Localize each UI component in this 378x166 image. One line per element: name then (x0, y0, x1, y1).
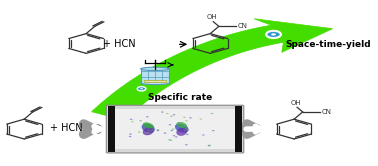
Circle shape (172, 128, 175, 130)
Circle shape (151, 130, 153, 131)
Circle shape (185, 144, 188, 145)
Circle shape (208, 145, 210, 146)
Circle shape (173, 135, 175, 136)
Circle shape (173, 114, 175, 115)
Circle shape (200, 118, 202, 120)
Circle shape (137, 87, 146, 91)
Ellipse shape (141, 81, 169, 85)
Bar (141, 69, 169, 83)
Circle shape (185, 120, 188, 122)
Circle shape (208, 145, 211, 146)
Circle shape (184, 129, 186, 131)
Ellipse shape (142, 124, 155, 132)
Circle shape (185, 128, 187, 130)
Circle shape (170, 130, 173, 131)
Text: CN: CN (321, 109, 332, 115)
Ellipse shape (143, 128, 153, 135)
FancyBboxPatch shape (106, 105, 244, 153)
Ellipse shape (177, 128, 187, 135)
Text: + HCN: + HCN (50, 123, 82, 133)
Circle shape (130, 119, 132, 120)
Circle shape (139, 120, 142, 121)
Circle shape (271, 33, 276, 36)
Ellipse shape (175, 124, 188, 132)
Ellipse shape (143, 123, 153, 128)
Circle shape (156, 130, 159, 131)
Text: CN: CN (237, 23, 248, 29)
Circle shape (211, 113, 214, 114)
Circle shape (202, 134, 204, 136)
Text: OH: OH (207, 14, 218, 20)
Circle shape (168, 139, 171, 140)
Circle shape (138, 131, 141, 133)
Circle shape (189, 117, 192, 119)
Circle shape (129, 133, 132, 135)
Circle shape (212, 130, 215, 131)
Text: OH: OH (291, 100, 301, 106)
Circle shape (147, 128, 150, 130)
Circle shape (169, 124, 171, 125)
Ellipse shape (177, 122, 187, 128)
Circle shape (148, 130, 151, 132)
Text: + HCN: + HCN (104, 39, 136, 49)
Circle shape (129, 136, 132, 137)
Circle shape (183, 117, 186, 118)
Text: Specific rate: Specific rate (148, 93, 212, 102)
Circle shape (161, 111, 164, 113)
Circle shape (140, 88, 143, 89)
Bar (114, 109, 236, 149)
Polygon shape (91, 19, 333, 120)
Circle shape (186, 134, 189, 135)
Circle shape (170, 140, 172, 141)
Circle shape (157, 129, 160, 130)
Circle shape (146, 132, 149, 133)
Bar (108, 106, 115, 152)
Circle shape (182, 126, 184, 128)
Circle shape (170, 116, 173, 117)
Circle shape (175, 136, 178, 138)
Bar (235, 106, 242, 152)
Circle shape (164, 132, 166, 134)
Circle shape (131, 121, 134, 122)
Text: Space-time-yield: Space-time-yield (285, 40, 371, 49)
Ellipse shape (141, 67, 169, 71)
Circle shape (166, 113, 169, 114)
Circle shape (146, 116, 149, 117)
Bar (144, 80, 166, 82)
Circle shape (148, 129, 151, 131)
Circle shape (266, 31, 281, 38)
